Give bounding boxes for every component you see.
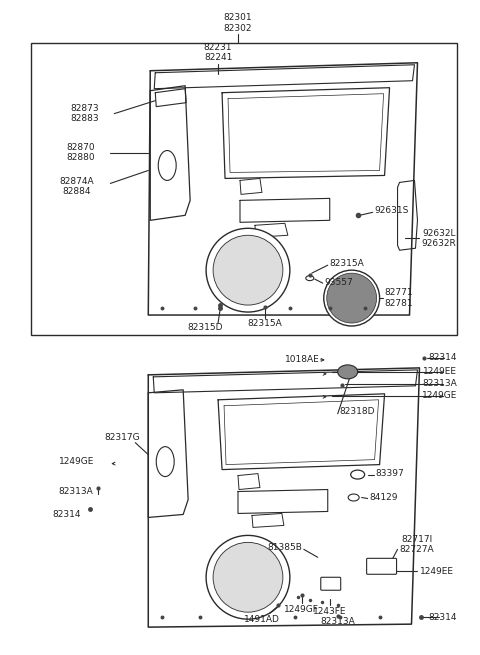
Text: 1249EE: 1249EE — [423, 367, 457, 377]
Text: 93557: 93557 — [325, 278, 353, 287]
Text: 82231
82241: 82231 82241 — [204, 43, 232, 62]
Text: 82873
82883: 82873 82883 — [70, 104, 99, 123]
Text: 82315A: 82315A — [248, 318, 282, 328]
Text: 1243FE: 1243FE — [313, 607, 347, 616]
Text: 1249GE: 1249GE — [422, 391, 457, 400]
Text: 1018AE: 1018AE — [285, 356, 320, 364]
Text: 82301
82302: 82301 82302 — [224, 13, 252, 33]
Text: 82717I
82727A: 82717I 82727A — [399, 534, 434, 554]
Text: 1249GF: 1249GF — [284, 605, 319, 614]
Ellipse shape — [348, 494, 359, 501]
FancyBboxPatch shape — [321, 577, 341, 590]
Circle shape — [206, 535, 290, 619]
Text: 1249GE: 1249GE — [59, 457, 94, 466]
Ellipse shape — [156, 447, 174, 477]
Text: 82771
82781: 82771 82781 — [384, 288, 413, 308]
Text: 82314: 82314 — [429, 612, 457, 622]
Ellipse shape — [158, 151, 176, 180]
Ellipse shape — [306, 276, 314, 280]
Text: 82315A: 82315A — [330, 259, 364, 268]
Circle shape — [206, 229, 290, 312]
Text: 83397: 83397 — [376, 469, 404, 478]
Text: 82317G: 82317G — [105, 433, 140, 442]
Circle shape — [213, 235, 283, 305]
Text: 82870
82880: 82870 82880 — [66, 143, 95, 162]
Text: 82318D: 82318D — [340, 407, 375, 417]
FancyBboxPatch shape — [367, 558, 396, 574]
Text: 82314: 82314 — [52, 510, 81, 519]
Text: 81385B: 81385B — [267, 543, 302, 552]
Text: 1491AD: 1491AD — [244, 614, 280, 624]
Circle shape — [213, 542, 283, 612]
Circle shape — [327, 273, 377, 323]
Text: 82313A: 82313A — [320, 616, 355, 626]
Text: 82315D: 82315D — [187, 324, 223, 333]
Text: 82313A: 82313A — [59, 487, 93, 496]
Text: 82314: 82314 — [429, 354, 457, 362]
Circle shape — [324, 270, 380, 326]
Text: 1249EE: 1249EE — [420, 567, 454, 576]
Text: 82313A: 82313A — [422, 379, 457, 388]
Text: 82874A
82884: 82874A 82884 — [59, 177, 94, 196]
Text: 92632L
92632R: 92632L 92632R — [421, 229, 456, 248]
Ellipse shape — [338, 365, 358, 379]
Text: 84129: 84129 — [370, 493, 398, 502]
Bar — [31, 43, 457, 335]
Text: 92631S: 92631S — [374, 206, 409, 215]
Ellipse shape — [351, 470, 365, 479]
